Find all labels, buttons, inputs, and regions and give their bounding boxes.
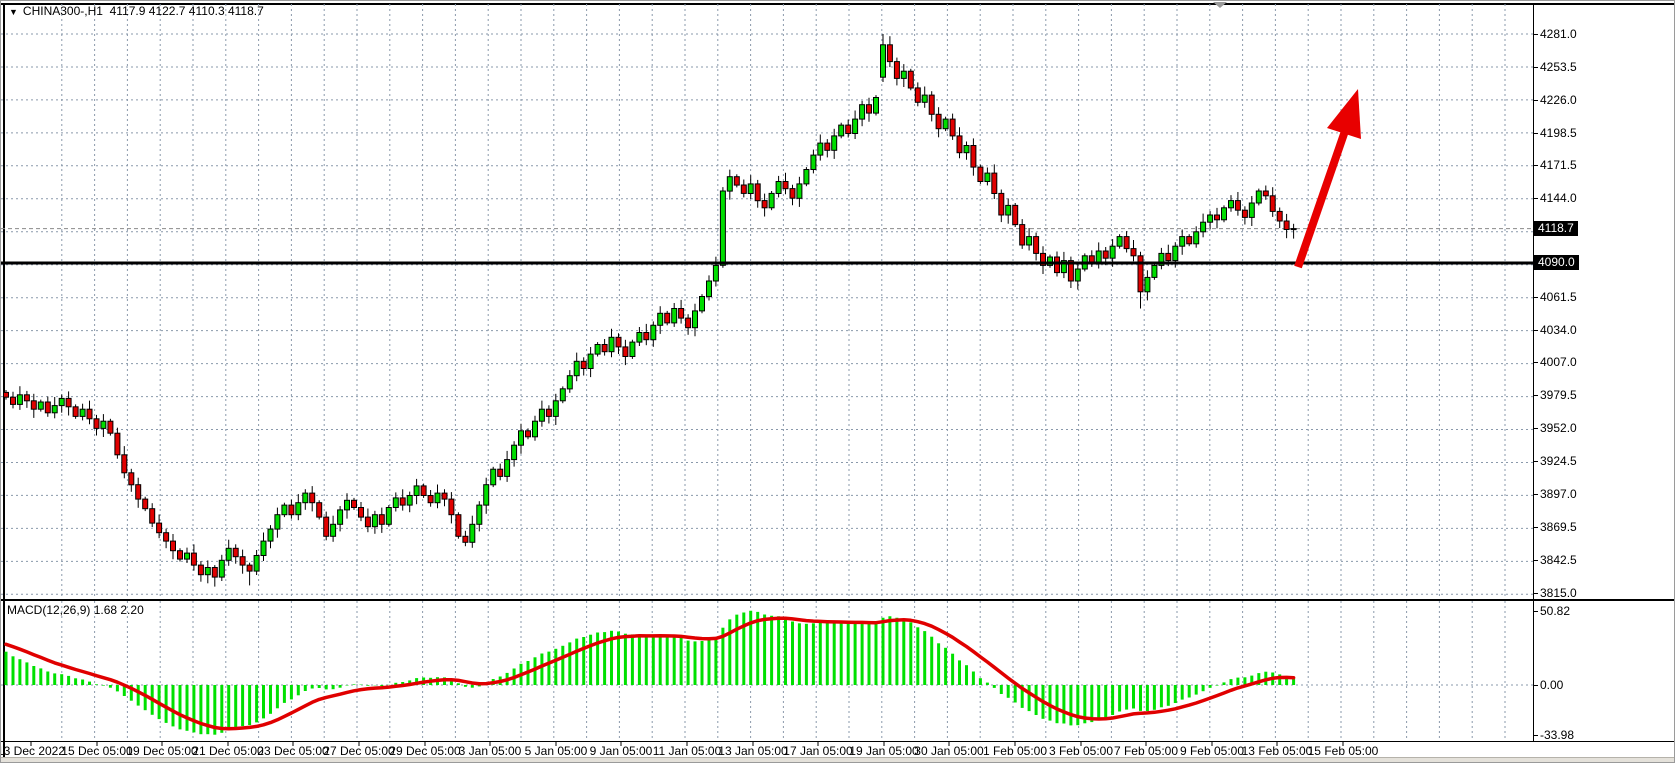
time-axis-label: 15 Feb 05:00 bbox=[1307, 744, 1379, 758]
time-axis-tick bbox=[1080, 742, 1082, 746]
price-axis-label: 3924.5 bbox=[1540, 454, 1577, 468]
time-axis-tick bbox=[292, 742, 294, 746]
window-left-border bbox=[3, 3, 5, 757]
axis-bottom-edge bbox=[1, 757, 1674, 758]
macd-axis-label: 0.00 bbox=[1540, 678, 1564, 692]
price-axis-label: 4281.0 bbox=[1540, 27, 1577, 41]
macd-chart-canvas[interactable] bbox=[1, 601, 1533, 741]
time-axis-label: 15 Dec 05:00 bbox=[61, 744, 133, 758]
window-top-border bbox=[1, 3, 1674, 5]
price-axis-label: 3979.5 bbox=[1540, 388, 1577, 402]
price-axis-tick bbox=[1533, 461, 1538, 462]
time-axis-tick bbox=[752, 742, 754, 746]
price-axis-label: 3952.0 bbox=[1540, 421, 1577, 435]
price-axis-label: 3897.0 bbox=[1540, 487, 1577, 501]
time-axis-label: 13 Dec 2022 bbox=[0, 744, 66, 758]
price-axis-tick bbox=[1533, 395, 1538, 396]
window-bottom-strip bbox=[1, 758, 1674, 762]
price-axis-tick bbox=[1533, 297, 1538, 298]
time-axis-label: 27 Dec 05:00 bbox=[323, 744, 395, 758]
time-axis-tick bbox=[161, 742, 163, 746]
price-axis-tick bbox=[1533, 133, 1538, 134]
price-axis-tick bbox=[1533, 527, 1538, 528]
price-axis-tick bbox=[1533, 165, 1538, 166]
time-axis-tick bbox=[817, 742, 819, 746]
price-axis-label: 4226.0 bbox=[1540, 93, 1577, 107]
price-axis-label: 4198.5 bbox=[1540, 126, 1577, 140]
panel-separator bbox=[1, 599, 1674, 601]
macd-axis-label: -33.98 bbox=[1540, 728, 1575, 742]
title-ohlc-values: 4117.9 4122.7 4110.3 4118.7 bbox=[109, 4, 264, 18]
time-axis-label: 19 Jan 05:00 bbox=[849, 744, 919, 758]
time-axis-label: 5 Jan 05:00 bbox=[524, 744, 588, 758]
time-axis-label: 19 Dec 05:00 bbox=[126, 744, 198, 758]
time-axis-tick bbox=[424, 742, 426, 746]
time-axis-label: 11 Jan 05:00 bbox=[652, 744, 722, 758]
time-axis-label: 21 Dec 05:00 bbox=[192, 744, 264, 758]
time-axis-tick bbox=[686, 742, 688, 746]
price-axis-tick bbox=[1533, 34, 1538, 35]
symbol-dropdown-icon[interactable]: ▼ bbox=[9, 7, 18, 17]
price-chart-canvas[interactable] bbox=[1, 1, 1533, 599]
price-axis-label: 4144.0 bbox=[1540, 191, 1577, 205]
price-axis-tick bbox=[1533, 593, 1538, 594]
time-axis-label: 17 Jan 05:00 bbox=[783, 744, 853, 758]
price-axis-label: 4253.5 bbox=[1540, 60, 1577, 74]
price-axis-label: 3815.0 bbox=[1540, 586, 1577, 600]
time-axis-tick bbox=[30, 742, 32, 746]
price-axis-label: 3842.5 bbox=[1540, 553, 1577, 567]
macd-axis-tick bbox=[1533, 611, 1538, 612]
time-axis-tick bbox=[489, 742, 491, 746]
price-axis-label: 4171.5 bbox=[1540, 158, 1577, 172]
time-axis-tick bbox=[620, 742, 622, 746]
time-axis-tick bbox=[1145, 742, 1147, 746]
time-axis-label: 3 Feb 05:00 bbox=[1048, 744, 1114, 758]
price-axis-tick bbox=[1533, 67, 1538, 68]
time-axis-tick bbox=[358, 742, 360, 746]
chart-shift-marker[interactable] bbox=[1213, 2, 1227, 8]
price-badge-current-price: 4118.7 bbox=[1534, 221, 1578, 236]
macd-axis-tick bbox=[1533, 685, 1538, 686]
time-axis-label: 9 Jan 05:00 bbox=[589, 744, 653, 758]
time-axis-label: 3 Jan 05:00 bbox=[458, 744, 522, 758]
macd-axis-label: 50.82 bbox=[1540, 604, 1571, 618]
time-axis-tick bbox=[96, 742, 98, 746]
price-axis-tick bbox=[1533, 428, 1538, 429]
price-axis-label: 4061.5 bbox=[1540, 290, 1577, 304]
time-axis-label: 7 Feb 05:00 bbox=[1113, 744, 1179, 758]
time-axis-label: 30 Jan 05:00 bbox=[914, 744, 984, 758]
price-axis-tick bbox=[1533, 330, 1538, 331]
time-axis-label: 13 Feb 05:00 bbox=[1241, 744, 1313, 758]
price-axis-label: 3869.5 bbox=[1540, 520, 1577, 534]
macd-indicator-label: MACD(12,26,9) 1.68 2.20 bbox=[7, 603, 144, 617]
time-axis-label: 9 Feb 05:00 bbox=[1179, 744, 1245, 758]
macd-axis-tick bbox=[1533, 735, 1538, 736]
chart-title: ▼ CHINA300-,H1 4117.9 4122.7 4110.3 4118.… bbox=[9, 4, 264, 18]
time-axis-tick bbox=[555, 742, 557, 746]
price-axis-label: 4007.0 bbox=[1540, 355, 1577, 369]
time-axis-label: 23 Dec 05:00 bbox=[257, 744, 329, 758]
time-axis-label: 13 Jan 05:00 bbox=[718, 744, 788, 758]
time-axis-tick bbox=[883, 742, 885, 746]
price-badge-horizontal-level: 4090.0 bbox=[1534, 255, 1579, 270]
time-axis-label: 1 Feb 05:00 bbox=[982, 744, 1048, 758]
time-axis-tick bbox=[948, 742, 950, 746]
time-axis-tick bbox=[1276, 742, 1278, 746]
axis-separator-vertical bbox=[1533, 3, 1534, 741]
price-axis-tick bbox=[1533, 362, 1538, 363]
price-axis-tick bbox=[1533, 100, 1538, 101]
macd-bottom-border bbox=[1, 741, 1674, 742]
price-axis-label: 4034.0 bbox=[1540, 323, 1577, 337]
time-axis-tick bbox=[1342, 742, 1344, 746]
time-axis-label: 29 Dec 05:00 bbox=[389, 744, 461, 758]
price-axis-tick bbox=[1533, 494, 1538, 495]
time-axis-tick bbox=[1211, 742, 1213, 746]
price-axis-tick bbox=[1533, 198, 1538, 199]
symbol-period-label: CHINA300-,H1 bbox=[22, 4, 103, 18]
time-axis-tick bbox=[1014, 742, 1016, 746]
price-axis-tick bbox=[1533, 560, 1538, 561]
time-axis-tick bbox=[227, 742, 229, 746]
